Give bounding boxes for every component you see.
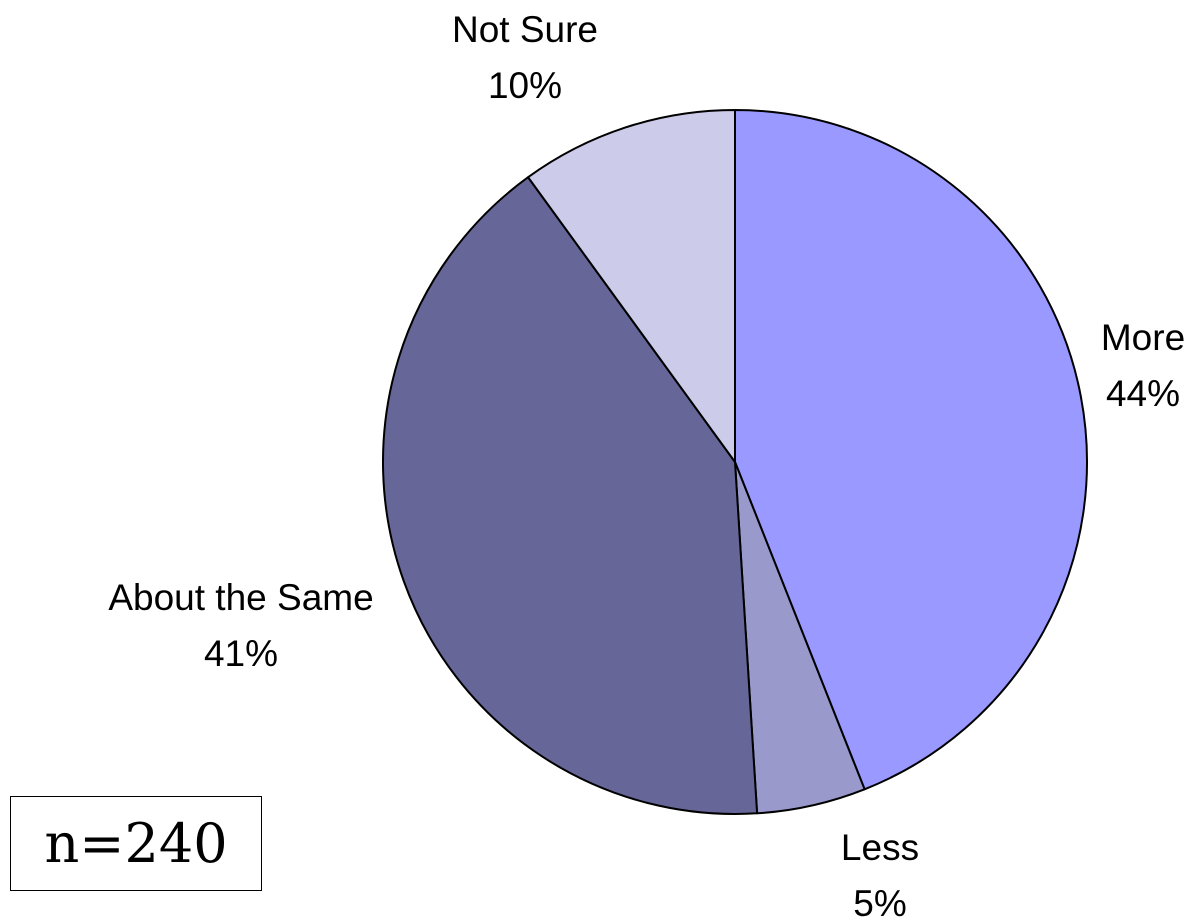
slice-value-label: 10% xyxy=(488,65,562,106)
slice-value-label: 5% xyxy=(853,883,906,917)
pie-slice-about-the-same xyxy=(382,176,759,815)
slice-value-label: 44% xyxy=(1106,373,1180,414)
sample-size-text: n=240 xyxy=(44,812,228,875)
pie-labels: More 44% Less 5% About the Same 41% Not Sure 10… xyxy=(108,9,1185,917)
slice-name-label: Not Sure xyxy=(452,9,598,50)
slice-name-label: Less xyxy=(841,827,919,868)
pie-slices xyxy=(382,109,1088,815)
pie-slice-more xyxy=(734,109,1088,791)
slice-name-label: More xyxy=(1101,317,1185,358)
slice-name-label: About the Same xyxy=(108,577,373,618)
pie-slice-not-sure xyxy=(527,109,736,463)
slice-value-label: 41% xyxy=(204,633,278,674)
sample-size-box: n=240 xyxy=(10,796,262,891)
